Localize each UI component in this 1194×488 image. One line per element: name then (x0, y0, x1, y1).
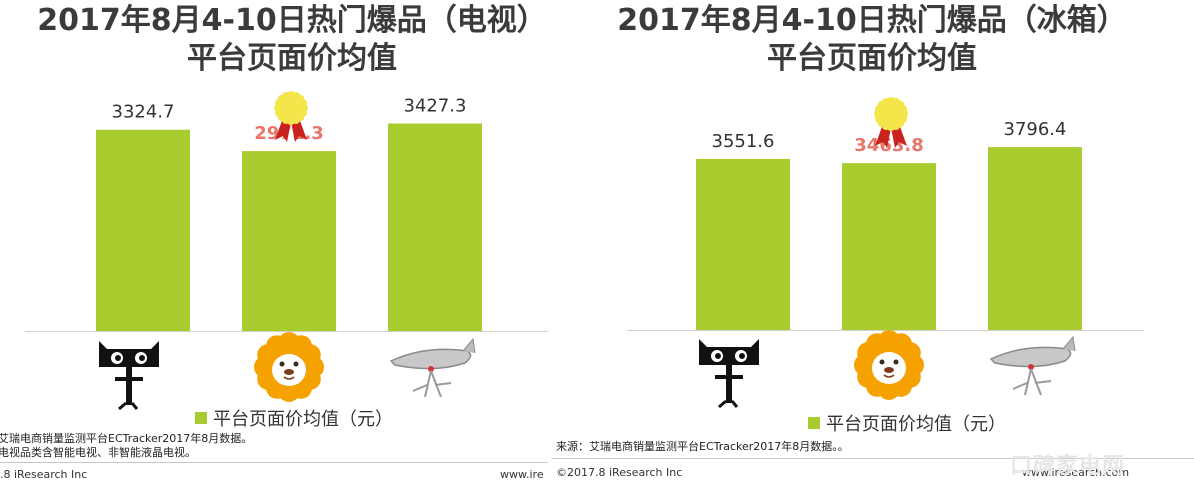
jd-dog-icon (389, 337, 476, 398)
bar (96, 129, 190, 331)
data-label: 3427.3 (404, 96, 467, 117)
source-note-line-1: 艾瑞电商销量监测平台ECTracker2017年8月数据。 (0, 432, 253, 445)
bar-chart-fridge: 3551.6 3463.8 3796.4 (627, 97, 1144, 409)
legend-label: 平台页面价均值（元） (826, 414, 1006, 435)
award-medal-icon (874, 97, 908, 148)
panel-divider (548, 0, 552, 488)
bar (696, 158, 790, 330)
tmall-cat-icon (99, 341, 159, 411)
legend-label: 平台页面价均值（元） (213, 409, 393, 430)
chart-title: 2017年8月4-10日热门爆品（冰箱） 平台页面价均值 (572, 2, 1172, 78)
chart-title-line-1: 2017年8月4-10日热门爆品（冰箱） (617, 3, 1127, 38)
footer-website: www.iresearch.com (1022, 466, 1130, 479)
jd-dog-icon (989, 335, 1076, 396)
footer-website: www.ire (500, 468, 544, 481)
footer-copyright: ©2017.8 iResearch Inc (556, 466, 683, 479)
bar (242, 151, 336, 331)
bar (988, 147, 1082, 330)
chart-title-line-1: 2017年8月4-10日热门爆品（电视） (37, 3, 547, 38)
footer-divider (0, 462, 548, 463)
suning-lion-icon (254, 332, 324, 402)
data-label: 3551.6 (712, 131, 775, 152)
legend-swatch (195, 412, 207, 424)
data-label: 3324.7 (112, 102, 175, 123)
footer-divider (552, 458, 1194, 459)
tmall-cat-icon (699, 339, 759, 409)
chart-title: 2017年8月4-10日热门爆品（电视） 平台页面价均值 (12, 2, 548, 78)
bar (842, 163, 936, 330)
source-note-line-1: 来源：艾瑞电商销量监测平台ECTracker2017年8月数据。。 (556, 440, 849, 453)
chart-legend: 平台页面价均值（元） (195, 405, 393, 431)
watermark-logo: 口碑家电网 (1010, 454, 1126, 479)
chart-panel-tv: 2017年8月4-10日热门爆品（电视） 平台页面价均值 3324.7 2971.… (0, 0, 548, 488)
footer-copyright: .8 iResearch Inc (0, 468, 88, 481)
legend-swatch (808, 417, 820, 429)
suning-lion-icon (854, 330, 924, 400)
chart-legend: 平台页面价均值（元） (808, 410, 1006, 436)
chart-panel-fridge: 2017年8月4-10日热门爆品（冰箱） 平台页面价均值 3551.6 3463.… (552, 0, 1194, 488)
data-label: 3463.8 (854, 135, 923, 156)
source-note-line-2: 电视品类含智能电视、非智能液晶电视。 (0, 446, 196, 459)
bar (388, 123, 482, 332)
award-medal-icon (274, 91, 308, 142)
chart-title-line-2: 平台页面价均值 (187, 41, 397, 76)
chart-title-line-2: 平台页面价均值 (767, 41, 977, 76)
data-label: 3796.4 (1004, 119, 1067, 140)
